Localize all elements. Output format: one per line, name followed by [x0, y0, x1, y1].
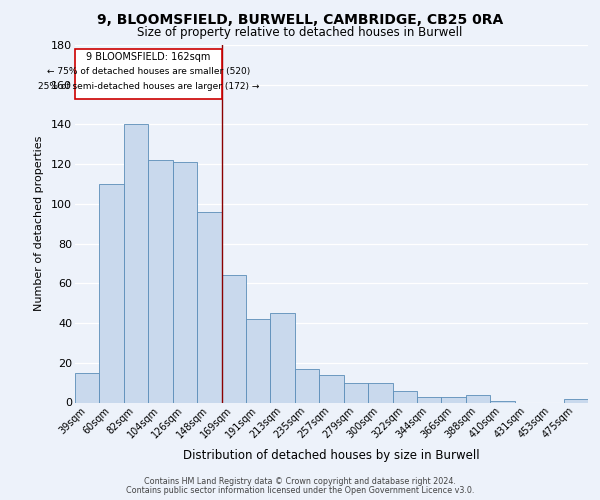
- Bar: [221, 276, 246, 402]
- Text: 25% of semi-detached houses are larger (172) →: 25% of semi-detached houses are larger (…: [38, 82, 259, 90]
- Bar: [197, 212, 221, 402]
- Bar: [344, 382, 368, 402]
- Text: Contains HM Land Registry data © Crown copyright and database right 2024.: Contains HM Land Registry data © Crown c…: [144, 478, 456, 486]
- Bar: [319, 374, 344, 402]
- Bar: [490, 400, 515, 402]
- Bar: [466, 394, 490, 402]
- Bar: [100, 184, 124, 402]
- Text: 9 BLOOMSFIELD: 162sqm: 9 BLOOMSFIELD: 162sqm: [86, 52, 211, 62]
- Text: 9, BLOOMSFIELD, BURWELL, CAMBRIDGE, CB25 0RA: 9, BLOOMSFIELD, BURWELL, CAMBRIDGE, CB25…: [97, 12, 503, 26]
- Bar: [368, 382, 392, 402]
- Bar: [392, 390, 417, 402]
- Bar: [417, 396, 442, 402]
- X-axis label: Distribution of detached houses by size in Burwell: Distribution of detached houses by size …: [183, 448, 480, 462]
- Bar: [295, 368, 319, 402]
- Bar: [271, 313, 295, 402]
- Y-axis label: Number of detached properties: Number of detached properties: [34, 136, 44, 312]
- Bar: [173, 162, 197, 402]
- FancyBboxPatch shape: [75, 49, 221, 98]
- Bar: [246, 319, 271, 402]
- Text: ← 75% of detached houses are smaller (520): ← 75% of detached houses are smaller (52…: [47, 67, 250, 76]
- Bar: [563, 398, 588, 402]
- Bar: [124, 124, 148, 402]
- Bar: [442, 396, 466, 402]
- Bar: [75, 372, 100, 402]
- Text: Contains public sector information licensed under the Open Government Licence v3: Contains public sector information licen…: [126, 486, 474, 495]
- Bar: [148, 160, 173, 402]
- Text: Size of property relative to detached houses in Burwell: Size of property relative to detached ho…: [137, 26, 463, 39]
